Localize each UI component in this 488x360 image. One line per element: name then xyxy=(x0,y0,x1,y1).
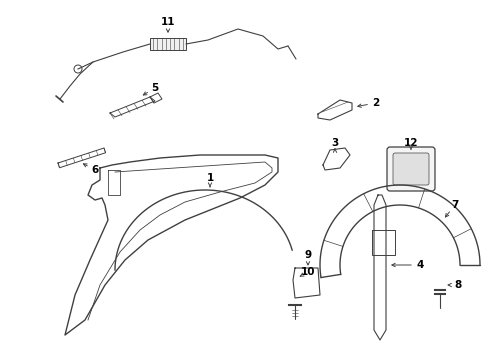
Text: 6: 6 xyxy=(91,165,99,175)
Text: 12: 12 xyxy=(403,138,417,148)
Text: 10: 10 xyxy=(300,267,315,277)
Text: 8: 8 xyxy=(453,280,461,290)
Text: 5: 5 xyxy=(151,83,158,93)
Text: 11: 11 xyxy=(161,17,175,27)
Circle shape xyxy=(74,65,82,73)
FancyBboxPatch shape xyxy=(392,153,428,185)
Text: 1: 1 xyxy=(206,173,213,183)
Text: 3: 3 xyxy=(331,138,338,148)
Bar xyxy=(150,38,185,50)
Text: 4: 4 xyxy=(415,260,423,270)
Text: 9: 9 xyxy=(304,250,311,260)
FancyBboxPatch shape xyxy=(386,147,434,191)
Text: 2: 2 xyxy=(372,98,379,108)
Text: 7: 7 xyxy=(450,200,458,210)
